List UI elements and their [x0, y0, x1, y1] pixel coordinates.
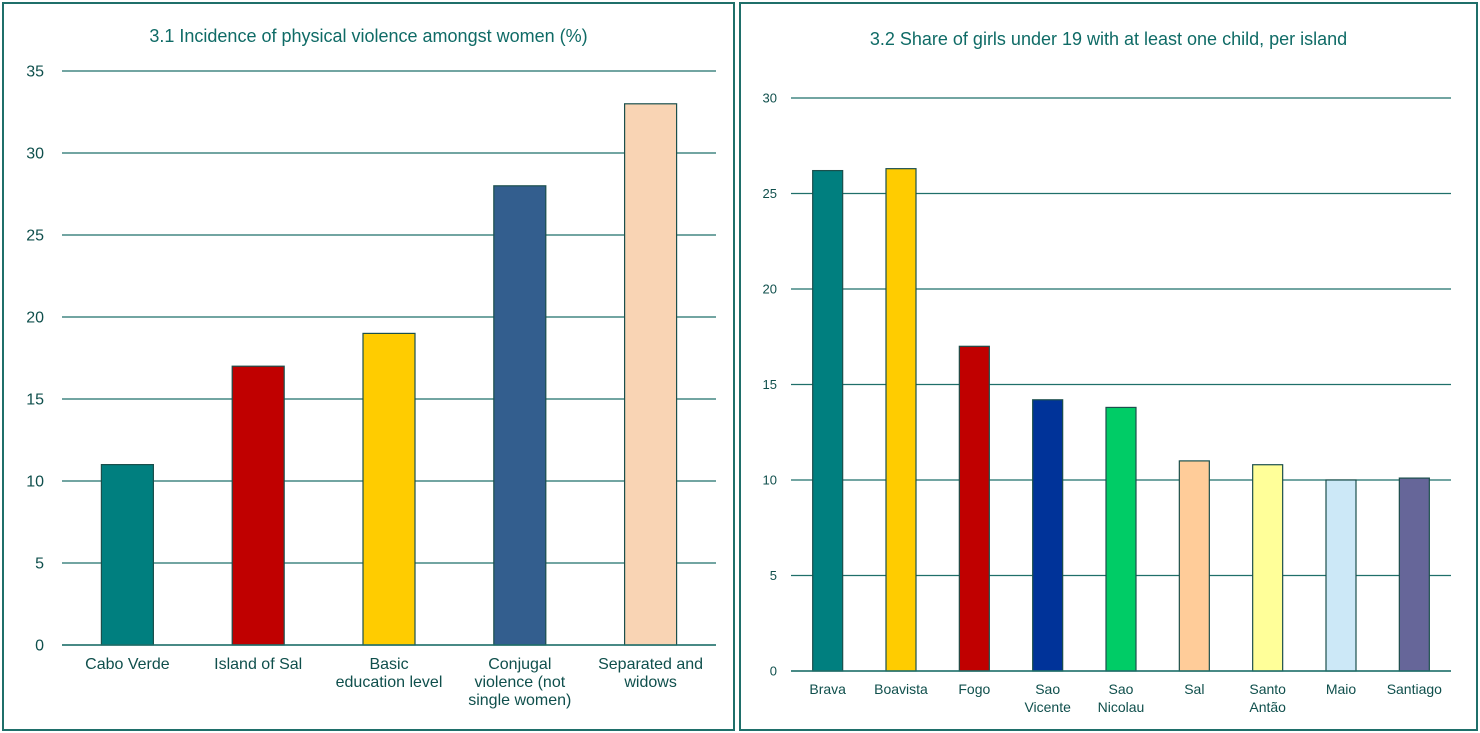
- y-tick-label: 5: [35, 556, 44, 573]
- y-tick-label: 20: [763, 282, 777, 297]
- y-tick-label: 10: [763, 473, 777, 488]
- y-tick-label: 0: [770, 664, 777, 679]
- bar: [885, 168, 917, 672]
- bar: [623, 103, 678, 646]
- bar: [1105, 406, 1137, 672]
- x-tick-label: Brava: [809, 681, 846, 697]
- bar: [493, 185, 547, 646]
- y-tick-label: 15: [763, 377, 777, 392]
- y-tick-label: 20: [26, 310, 44, 327]
- bar: [1032, 399, 1064, 672]
- bar: [1178, 460, 1210, 672]
- x-tick-label: Sao Nicolau: [1098, 681, 1145, 715]
- y-tick-label: 30: [26, 146, 44, 163]
- y-tick-label: 25: [26, 228, 44, 245]
- bar: [1398, 477, 1430, 672]
- x-tick-label: Fogo: [958, 681, 990, 697]
- bar: [231, 365, 285, 646]
- bar: [958, 345, 990, 672]
- x-tick-label: Cabo Verde: [85, 656, 170, 673]
- y-tick-label: 35: [26, 64, 44, 81]
- y-tick-label: 15: [26, 392, 44, 409]
- bar: [362, 332, 416, 646]
- chart-panel-girls-with-child: 3.2 Share of girls under 19 with at leas…: [739, 2, 1478, 731]
- x-tick-label: Basic education level: [336, 656, 443, 691]
- x-tick-label: Sal: [1184, 681, 1204, 697]
- bar: [812, 169, 844, 672]
- y-tick-label: 0: [35, 638, 44, 655]
- x-tick-label: Santiago: [1387, 681, 1442, 697]
- bar-chart-girls-with-child: 0 5 10 15 20 25 30 Brava Boavista Fogo Sao Vicente S…: [763, 91, 1451, 715]
- chart-title: 3.2 Share of girls under 19 with at leas…: [869, 29, 1348, 49]
- chart-title: 3.1 Incidence of physical violence among…: [149, 26, 588, 46]
- bar: [1252, 464, 1284, 672]
- y-tick-label: 30: [763, 91, 777, 106]
- bar: [100, 464, 155, 646]
- x-tick-label: Santo Antão: [1249, 681, 1286, 715]
- chart-panel-physical-violence: 3.1 Incidence of physical violence among…: [2, 2, 735, 731]
- x-tick-label: Separated and widows: [598, 656, 703, 691]
- x-tick-label: Maio: [1326, 681, 1357, 697]
- y-tick-label: 10: [26, 474, 44, 491]
- y-tick-label: 25: [763, 186, 777, 201]
- x-tick-label: Boavista: [874, 681, 928, 697]
- x-tick-label: Conjugal violence (not single women): [468, 656, 571, 709]
- x-tick-label: Island of Sal: [214, 656, 302, 673]
- y-tick-label: 5: [770, 568, 777, 583]
- x-tick-label: Sao Vicente: [1024, 681, 1071, 715]
- bar-chart-physical-violence: 0 5 10 15 20 25 30 35 Cabo Verde Island of Sal Bas…: [26, 64, 716, 709]
- bar: [1325, 479, 1357, 672]
